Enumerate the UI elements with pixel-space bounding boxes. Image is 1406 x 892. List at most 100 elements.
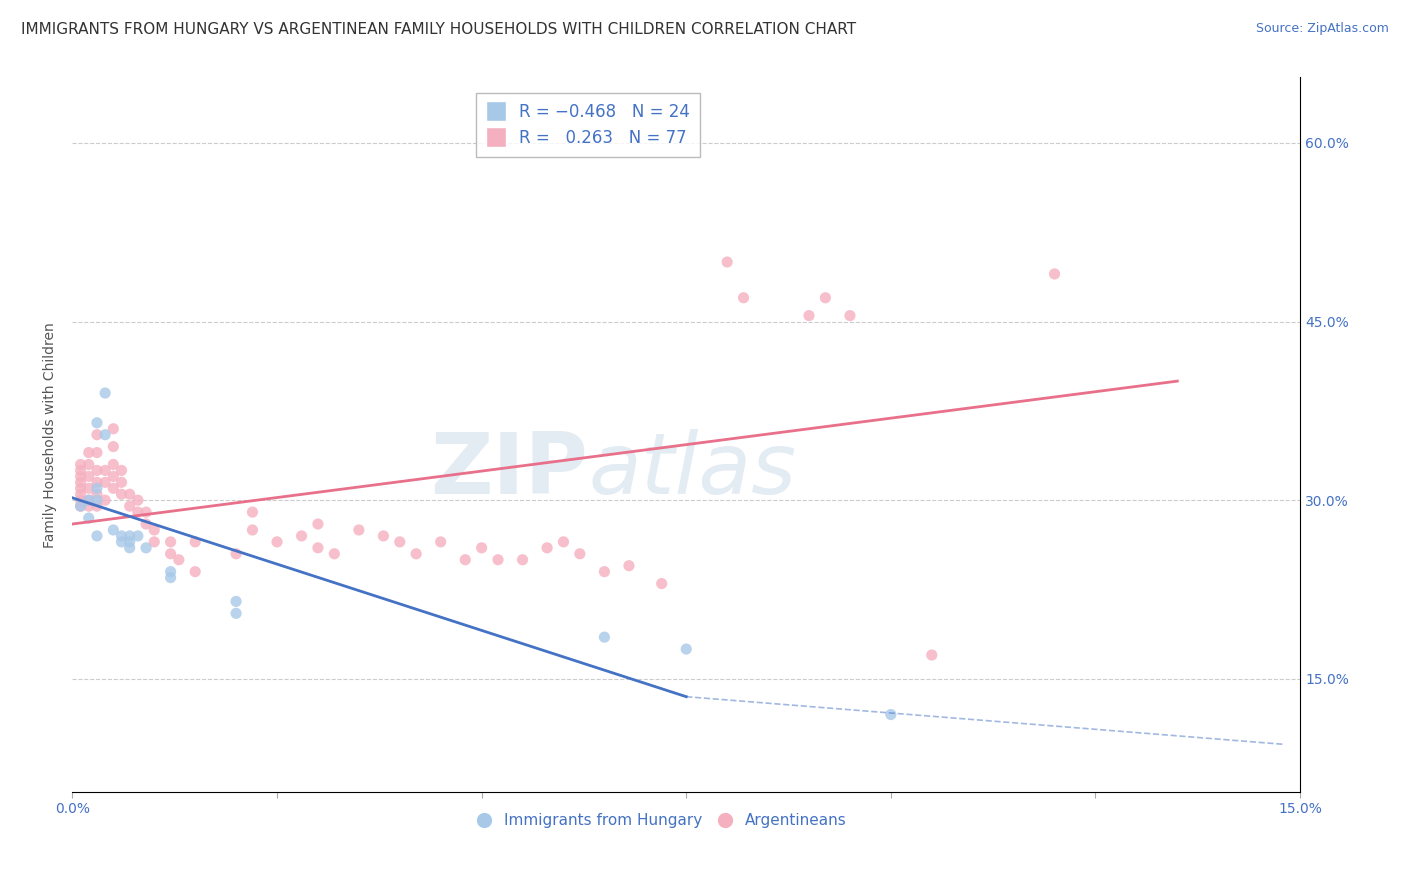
Point xyxy=(143,534,166,549)
Point xyxy=(347,523,370,537)
Point xyxy=(307,516,329,531)
Point xyxy=(593,565,616,579)
Point xyxy=(675,642,697,657)
Point xyxy=(77,493,100,508)
Point xyxy=(290,529,312,543)
Point xyxy=(86,445,108,459)
Point xyxy=(593,630,616,644)
Point xyxy=(242,505,264,519)
Point xyxy=(814,291,837,305)
Point xyxy=(733,291,755,305)
Text: Source: ZipAtlas.com: Source: ZipAtlas.com xyxy=(1256,22,1389,36)
Point xyxy=(77,499,100,513)
Point xyxy=(77,458,100,472)
Point xyxy=(86,487,108,501)
Point xyxy=(135,516,157,531)
Point xyxy=(536,541,558,555)
Point xyxy=(118,529,141,543)
Point xyxy=(69,469,91,483)
Point xyxy=(184,534,207,549)
Point xyxy=(69,463,91,477)
Point xyxy=(77,493,100,508)
Point xyxy=(69,475,91,490)
Point xyxy=(167,553,190,567)
Point xyxy=(77,481,100,495)
Point xyxy=(86,475,108,490)
Point xyxy=(716,255,738,269)
Point xyxy=(471,541,494,555)
Point xyxy=(373,529,395,543)
Point xyxy=(94,475,117,490)
Text: atlas: atlas xyxy=(588,429,796,512)
Point xyxy=(103,469,125,483)
Point xyxy=(110,487,132,501)
Point xyxy=(77,511,100,525)
Point xyxy=(103,440,125,454)
Point xyxy=(568,547,591,561)
Point xyxy=(77,445,100,459)
Point xyxy=(184,565,207,579)
Point xyxy=(86,416,108,430)
Point xyxy=(86,499,108,513)
Point xyxy=(94,463,117,477)
Point xyxy=(159,534,181,549)
Point xyxy=(69,499,91,513)
Point xyxy=(86,481,108,495)
Point xyxy=(69,481,91,495)
Point xyxy=(118,487,141,501)
Point xyxy=(651,576,673,591)
Point xyxy=(266,534,288,549)
Point xyxy=(159,565,181,579)
Point xyxy=(110,534,132,549)
Point xyxy=(880,707,903,722)
Point xyxy=(143,523,166,537)
Point xyxy=(159,571,181,585)
Point xyxy=(839,309,862,323)
Point xyxy=(69,458,91,472)
Point xyxy=(225,547,247,561)
Point xyxy=(110,529,132,543)
Point xyxy=(77,469,100,483)
Legend: Immigrants from Hungary, Argentineans: Immigrants from Hungary, Argentineans xyxy=(471,807,853,834)
Point xyxy=(110,463,132,477)
Point xyxy=(86,463,108,477)
Point xyxy=(454,553,477,567)
Point xyxy=(103,458,125,472)
Point xyxy=(225,607,247,621)
Point xyxy=(1043,267,1066,281)
Point xyxy=(103,481,125,495)
Point xyxy=(388,534,411,549)
Point xyxy=(94,386,117,401)
Text: ZIP: ZIP xyxy=(430,429,588,512)
Point xyxy=(118,534,141,549)
Point xyxy=(127,505,149,519)
Y-axis label: Family Households with Children: Family Households with Children xyxy=(44,322,58,548)
Point xyxy=(797,309,820,323)
Point xyxy=(69,493,91,508)
Point xyxy=(94,427,117,442)
Point xyxy=(307,541,329,555)
Point xyxy=(86,529,108,543)
Point xyxy=(617,558,640,573)
Point xyxy=(135,505,157,519)
Point xyxy=(69,487,91,501)
Point xyxy=(69,499,91,513)
Point xyxy=(103,422,125,436)
Point xyxy=(110,475,132,490)
Point xyxy=(103,523,125,537)
Point xyxy=(86,427,108,442)
Point xyxy=(127,529,149,543)
Point xyxy=(486,553,509,567)
Point xyxy=(405,547,427,561)
Point xyxy=(429,534,451,549)
Point xyxy=(86,493,108,508)
Point xyxy=(118,541,141,555)
Point xyxy=(135,541,157,555)
Point xyxy=(512,553,534,567)
Point xyxy=(553,534,575,549)
Point xyxy=(127,493,149,508)
Point xyxy=(118,499,141,513)
Point xyxy=(242,523,264,537)
Text: IMMIGRANTS FROM HUNGARY VS ARGENTINEAN FAMILY HOUSEHOLDS WITH CHILDREN CORRELATI: IMMIGRANTS FROM HUNGARY VS ARGENTINEAN F… xyxy=(21,22,856,37)
Point xyxy=(323,547,346,561)
